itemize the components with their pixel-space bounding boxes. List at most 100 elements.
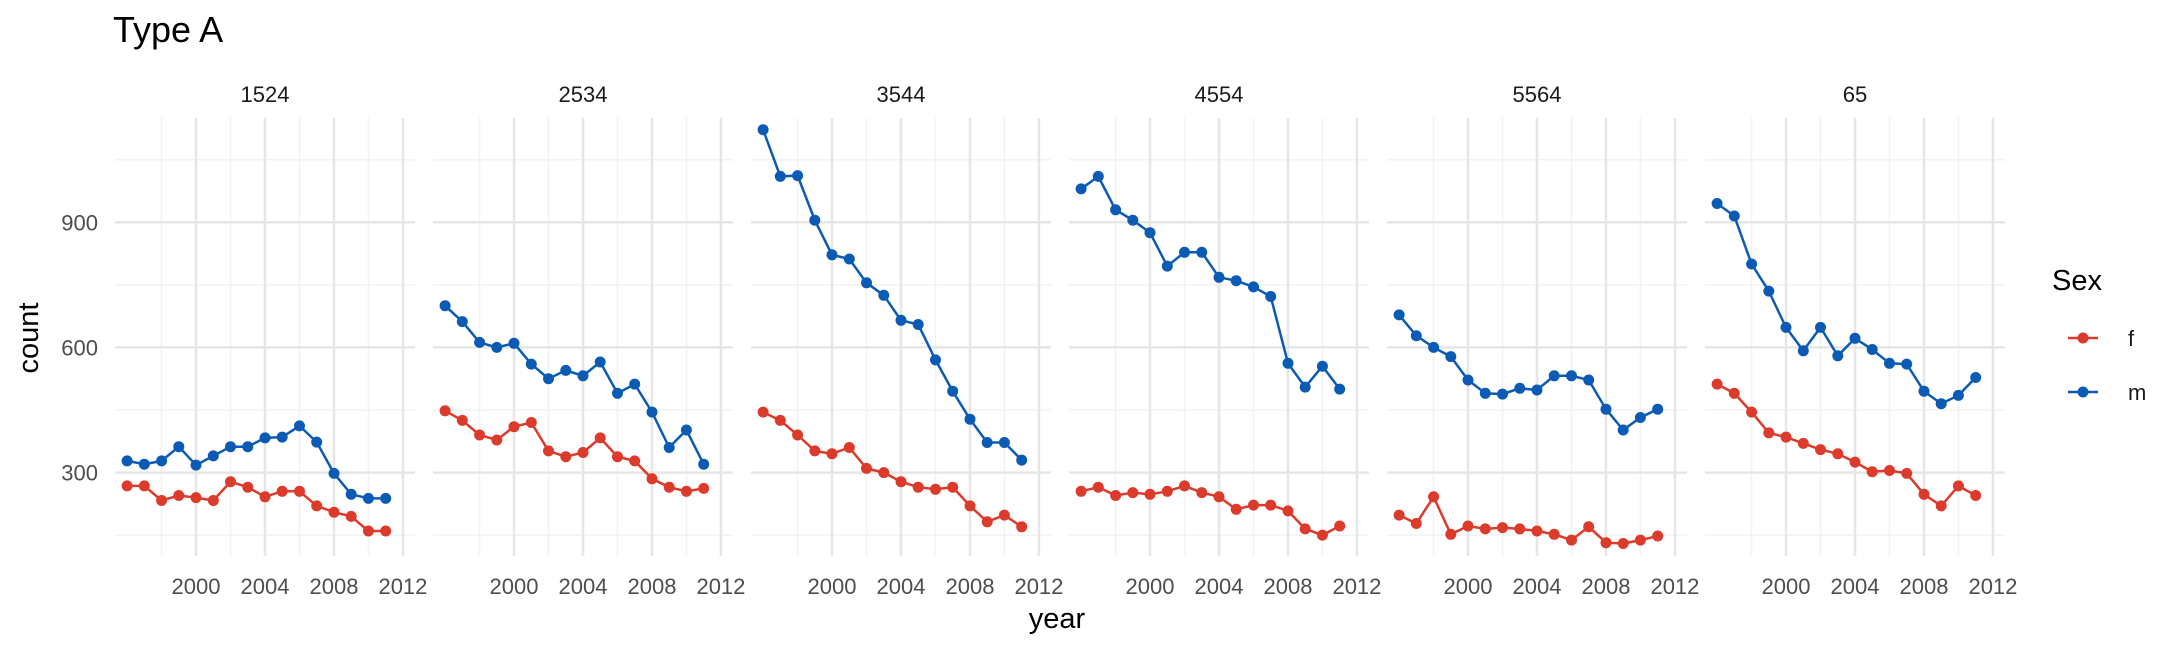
data-point-m	[612, 387, 623, 399]
data-point-f	[1531, 525, 1543, 537]
data-point-f	[861, 462, 872, 474]
data-point-m	[1583, 374, 1595, 386]
data-point-m	[121, 455, 133, 467]
data-point-f	[1462, 520, 1474, 532]
x-tick-label: 2008	[1899, 574, 1948, 599]
data-point-f	[1797, 437, 1809, 449]
x-tick-label: 2000	[808, 574, 857, 599]
x-tick-label: 2008	[945, 574, 994, 599]
data-point-f	[1952, 480, 1964, 492]
data-point-m	[680, 424, 692, 436]
data-point-m	[1728, 210, 1740, 222]
data-point-f	[508, 421, 520, 433]
data-point-m	[543, 373, 554, 385]
facet-strip-label: 65	[1843, 82, 1867, 107]
x-tick-label: 2008	[1581, 574, 1630, 599]
data-point-m	[207, 450, 219, 462]
y-tick-label: 300	[61, 461, 98, 486]
data-point-m	[663, 442, 675, 453]
data-point-m	[225, 441, 236, 453]
data-point-f	[1600, 537, 1612, 549]
data-point-f	[930, 483, 941, 495]
data-point-f	[1016, 521, 1028, 533]
data-point-m	[1901, 358, 1913, 370]
data-point-f	[774, 414, 786, 426]
facet-strip-label: 2534	[559, 82, 608, 107]
data-point-m	[1110, 204, 1122, 216]
data-point-m	[1849, 332, 1861, 344]
data-point-m	[1179, 246, 1190, 258]
data-point-m	[1230, 275, 1242, 287]
data-point-m	[1127, 214, 1139, 226]
data-point-f	[577, 447, 589, 458]
data-point-f	[1548, 528, 1560, 540]
legend-key-point-m	[2077, 386, 2089, 398]
data-point-m	[1497, 388, 1508, 400]
data-point-m	[1144, 227, 1156, 239]
data-point-m	[1282, 357, 1294, 369]
legend-label-f: f	[2128, 326, 2135, 351]
data-point-m	[930, 354, 941, 366]
data-point-m	[1797, 345, 1809, 357]
data-point-m	[698, 458, 710, 470]
data-point-f	[1265, 499, 1277, 511]
data-point-f	[1815, 444, 1826, 456]
data-point-f	[1617, 538, 1629, 549]
y-tick-label: 600	[61, 335, 98, 360]
data-point-f	[491, 434, 503, 446]
data-point-m	[190, 459, 202, 471]
data-point-f	[1901, 467, 1913, 479]
data-point-f	[156, 495, 168, 506]
x-tick-label: 2004	[1513, 574, 1562, 599]
data-point-m	[156, 455, 168, 467]
data-point-f	[1127, 487, 1139, 499]
series-line-m	[1080, 174, 1341, 390]
data-point-m	[456, 316, 468, 328]
data-point-m	[173, 441, 185, 453]
data-point-m	[1334, 383, 1346, 395]
facet-strip-label: 4554	[1195, 82, 1244, 107]
data-point-f	[311, 500, 323, 512]
x-tick-label: 2000	[172, 574, 221, 599]
series-line-m	[761, 129, 1023, 461]
data-point-m	[1075, 183, 1087, 195]
data-point-m	[1213, 271, 1225, 283]
data-point-m	[843, 253, 855, 265]
series-line-f	[1398, 494, 1658, 545]
data-point-f	[1935, 500, 1947, 512]
x-tick-label: 2008	[309, 574, 358, 599]
data-point-f	[826, 448, 838, 460]
data-point-m	[1531, 384, 1543, 396]
data-point-m	[1634, 412, 1646, 423]
data-point-f	[207, 495, 219, 506]
data-point-f	[1248, 499, 1259, 511]
data-point-f	[1866, 466, 1878, 478]
data-point-m	[1428, 341, 1440, 353]
data-point-f	[878, 467, 890, 479]
data-point-m	[1600, 403, 1612, 415]
data-point-f	[1075, 485, 1087, 497]
data-point-m	[491, 341, 503, 353]
data-point-m	[964, 413, 976, 425]
data-point-f	[1428, 491, 1440, 503]
data-point-f	[1634, 534, 1646, 546]
x-tick-label: 2012	[1014, 574, 1063, 599]
data-point-f	[981, 516, 993, 528]
x-tick-label: 2004	[877, 574, 926, 599]
data-point-f	[1144, 488, 1156, 500]
data-point-m	[1566, 370, 1577, 382]
data-point-m	[1479, 387, 1491, 399]
data-point-m	[1548, 370, 1560, 382]
data-point-m	[380, 492, 392, 504]
data-point-m	[981, 437, 993, 448]
data-point-f	[543, 445, 554, 457]
facet-strip-label: 3544	[877, 82, 926, 107]
data-point-m	[809, 214, 821, 226]
data-point-m	[1780, 321, 1792, 333]
data-point-m	[1462, 374, 1474, 386]
data-point-f	[629, 455, 641, 467]
data-point-f	[1299, 523, 1311, 535]
data-point-f	[560, 451, 572, 463]
data-point-f	[757, 406, 769, 418]
data-point-f	[225, 476, 236, 488]
